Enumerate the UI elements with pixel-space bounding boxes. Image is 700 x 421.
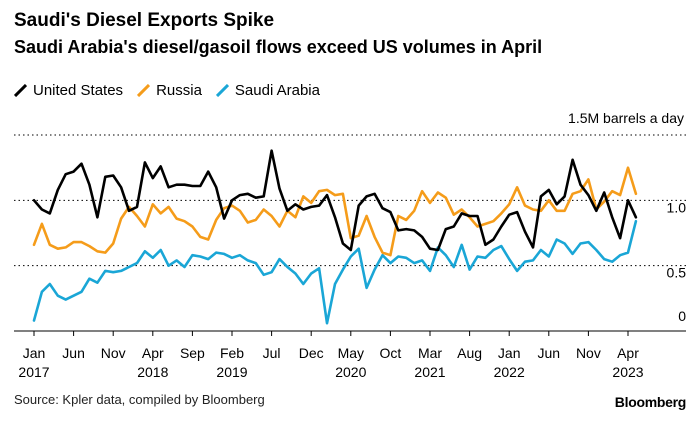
series-line-united-states (32, 149, 638, 252)
legend-item-saudi-arabia: Saudi Arabia (215, 82, 320, 99)
y-tick-label-1: 0.5 (667, 265, 687, 281)
series-line-saudi-arabia (32, 219, 638, 325)
x-tick-label-12: Jan (498, 345, 521, 361)
x-tick-label-15: Apr (617, 345, 639, 361)
x-tick-year-10: 2021 (414, 364, 445, 380)
legend-label-russia: Russia (156, 82, 202, 99)
legend-label-saudi-arabia: Saudi Arabia (234, 82, 320, 99)
x-tick-year-15: 2023 (612, 364, 643, 380)
legend-label-united-states: United States (33, 82, 124, 99)
legend-item-russia: Russia (137, 82, 202, 99)
gridlines (14, 134, 686, 332)
x-tick-year-12: 2022 (494, 364, 525, 380)
y-axis-unit-label: 1.5M barrels a day (568, 110, 684, 126)
x-tick-label-11: Aug (457, 345, 482, 361)
x-tick-label-8: May (338, 345, 364, 361)
x-tick-label-6: Jul (263, 345, 281, 361)
x-tick-year-5: 2019 (216, 364, 247, 380)
chart-subtitle: Saudi Arabia's diesel/gasoil flows excee… (14, 37, 543, 57)
x-tick-label-1: Jun (62, 345, 85, 361)
y-tick-label-0: 0 (678, 308, 686, 324)
x-tick-year-3: 2018 (137, 364, 168, 380)
y-tick-label-2: 1.0 (667, 199, 687, 215)
x-tick-label-2: Nov (101, 345, 126, 361)
x-tick-label-5: Feb (220, 345, 244, 361)
series-line-russia (32, 166, 638, 257)
legend-swatch-saudi-arabia (215, 84, 229, 97)
brand-logo: Bloomberg (614, 394, 687, 410)
x-tick-year-0: 2017 (18, 364, 49, 380)
axes: 0 0.5 1.0 Jan 2017 Jun Nov Apr 2018 Sep Feb 2019 Jul… (18, 199, 686, 380)
x-tick-label-3: Apr (142, 345, 164, 361)
x-tick-label-0: Jan (23, 345, 46, 361)
x-tick-label-13: Jun (538, 345, 561, 361)
series-lines (32, 149, 638, 325)
chart-title: Saudi's Diesel Exports Spike (14, 10, 275, 31)
x-tick-label-4: Sep (180, 345, 205, 361)
x-tick-label-14: Nov (576, 345, 601, 361)
source-note: Source: Kpler data, compiled by Bloomber… (14, 392, 265, 407)
legend-swatch-united-states (14, 84, 27, 97)
x-tick-label-7: Dec (299, 345, 324, 361)
x-tick-label-9: Oct (380, 345, 402, 361)
legend-item-united-states: United States (14, 82, 123, 99)
x-tick-label-10: Mar (418, 345, 442, 361)
x-tick-year-8: 2020 (335, 364, 366, 380)
legend: United States Russia Saudi Arabia (14, 82, 334, 99)
legend-swatch-russia (137, 84, 151, 97)
